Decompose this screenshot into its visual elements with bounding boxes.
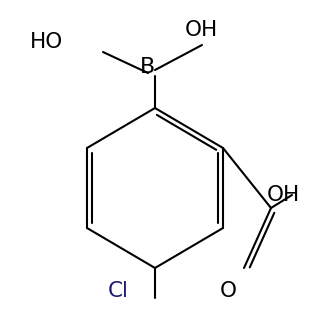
Text: Cl: Cl (107, 281, 128, 301)
Text: OH: OH (267, 185, 300, 205)
Text: B: B (140, 57, 156, 77)
Text: HO: HO (30, 32, 63, 52)
Text: O: O (219, 281, 237, 301)
Text: OH: OH (185, 20, 218, 40)
